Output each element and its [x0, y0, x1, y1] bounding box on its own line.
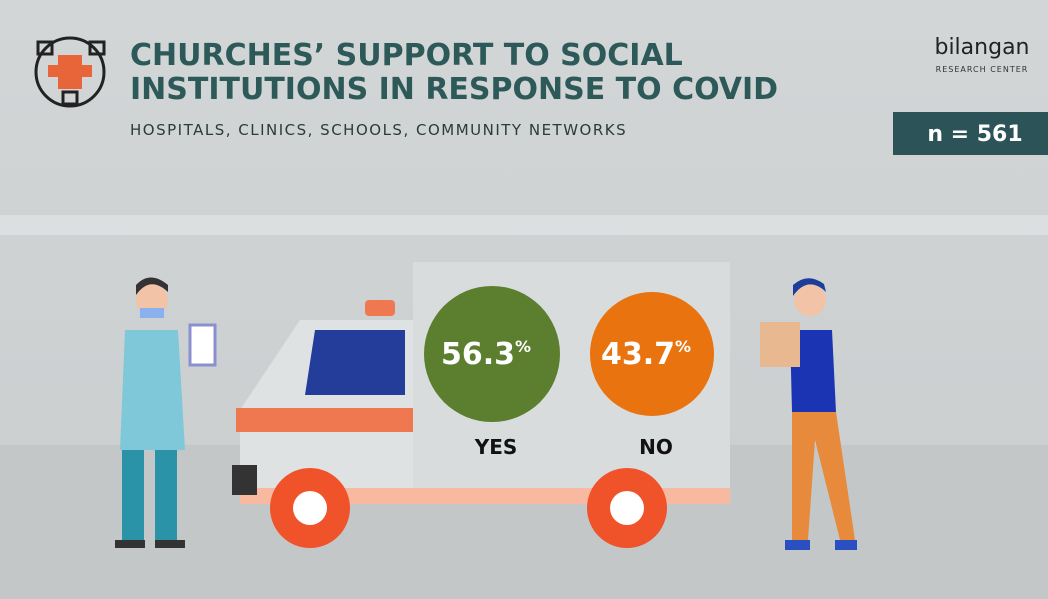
sample-size: n = 561: [927, 122, 1022, 147]
result-value: 43.7%: [601, 337, 691, 372]
wall-stripe: [0, 215, 1048, 235]
logo-name: bilangan: [934, 35, 1029, 60]
unit: %: [515, 337, 531, 356]
result-circle: [590, 292, 714, 416]
subtitle: HOSPITALS, CLINICS, SCHOOLS, COMMUNITY N…: [130, 121, 627, 139]
result-label: YES: [474, 435, 518, 459]
percent: 56.3: [441, 337, 515, 372]
title-line: INSTITUTIONS IN RESPONSE TO COVID: [130, 72, 778, 107]
sample-box: [893, 112, 1048, 155]
result-circle: [424, 286, 560, 422]
doctor: [115, 277, 217, 548]
title-line: CHURCHES’ SUPPORT TO SOCIAL: [130, 38, 683, 73]
courier: [760, 278, 857, 550]
unit: %: [675, 337, 691, 356]
title-icon: [34, 36, 106, 108]
logo-tagline: RESEARCH CENTER: [936, 65, 1029, 74]
result-value: 56.3%: [441, 337, 531, 372]
percent: 43.7: [601, 337, 675, 372]
result-label: NO: [639, 435, 673, 459]
